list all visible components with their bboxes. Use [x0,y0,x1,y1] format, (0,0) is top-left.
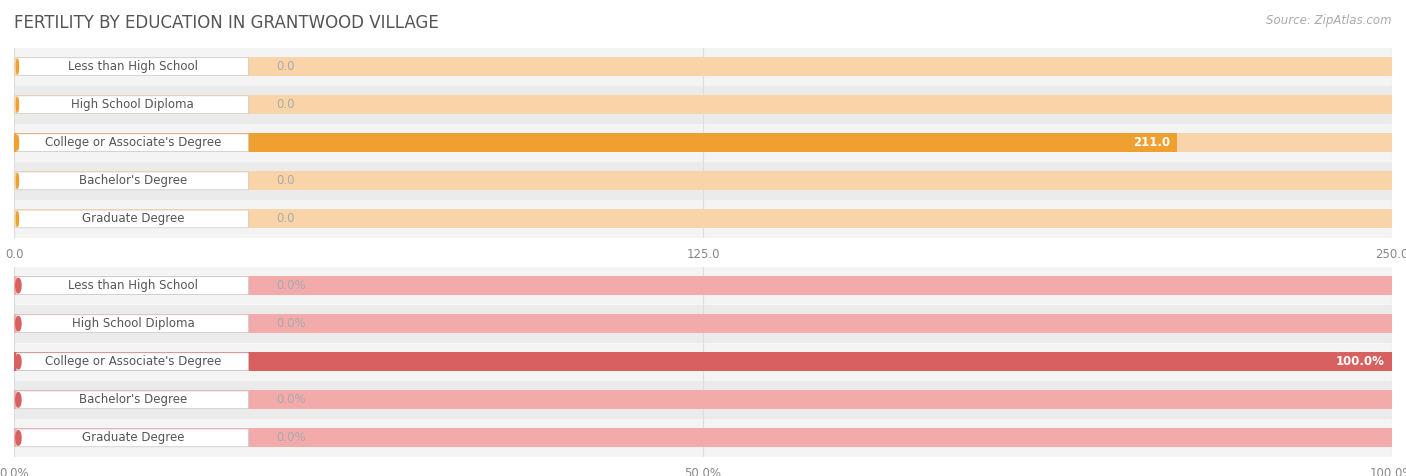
Text: College or Associate's Degree: College or Associate's Degree [45,355,222,368]
Circle shape [15,431,21,445]
Bar [14,171,1392,190]
Bar [14,419,1392,457]
FancyBboxPatch shape [17,96,249,114]
Bar [14,209,1392,228]
Bar [14,428,1392,447]
Bar [14,305,1392,343]
Bar [14,162,1392,200]
Text: 0.0: 0.0 [276,60,294,73]
Text: 0.0: 0.0 [276,98,294,111]
Bar [14,343,1392,381]
Text: Bachelor's Degree: Bachelor's Degree [79,393,187,407]
Text: Less than High School: Less than High School [69,279,198,292]
Text: 0.0%: 0.0% [276,431,305,445]
FancyBboxPatch shape [17,429,249,447]
Bar [14,381,1392,419]
Text: 0.0%: 0.0% [276,393,305,407]
FancyBboxPatch shape [17,391,249,409]
Bar [14,124,1392,162]
Bar [14,133,1177,152]
Circle shape [15,355,21,369]
Circle shape [15,317,21,331]
Circle shape [17,212,18,226]
Text: 0.0: 0.0 [276,212,294,226]
Circle shape [17,174,18,188]
Text: Source: ZipAtlas.com: Source: ZipAtlas.com [1267,14,1392,27]
FancyBboxPatch shape [17,172,249,190]
Text: High School Diploma: High School Diploma [72,98,194,111]
Bar [14,276,1392,295]
FancyBboxPatch shape [17,277,249,295]
FancyBboxPatch shape [17,315,249,333]
FancyBboxPatch shape [17,58,249,76]
Bar [14,48,1392,86]
Text: Bachelor's Degree: Bachelor's Degree [79,174,187,188]
FancyBboxPatch shape [17,353,249,371]
Text: College or Associate's Degree: College or Associate's Degree [45,136,221,149]
Circle shape [17,98,18,112]
Bar [14,314,1392,333]
Bar [14,267,1392,305]
Text: High School Diploma: High School Diploma [72,317,194,330]
Circle shape [15,278,21,293]
Circle shape [15,393,21,407]
Text: 0.0%: 0.0% [276,279,305,292]
Circle shape [17,136,18,150]
Bar [14,390,1392,409]
Bar [14,352,1392,371]
Bar [14,57,1392,76]
Text: FERTILITY BY EDUCATION IN GRANTWOOD VILLAGE: FERTILITY BY EDUCATION IN GRANTWOOD VILL… [14,14,439,32]
Text: Graduate Degree: Graduate Degree [82,212,184,226]
Text: Less than High School: Less than High School [67,60,198,73]
Bar [14,200,1392,238]
Text: 211.0: 211.0 [1133,136,1170,149]
Text: Graduate Degree: Graduate Degree [82,431,184,445]
Text: 100.0%: 100.0% [1336,355,1385,368]
Bar [14,95,1392,114]
Text: 0.0%: 0.0% [276,317,305,330]
Bar [14,86,1392,124]
Text: 0.0: 0.0 [276,174,294,188]
Bar [14,352,1392,371]
Bar [14,133,1392,152]
FancyBboxPatch shape [17,134,249,152]
FancyBboxPatch shape [17,210,249,228]
Circle shape [17,60,18,74]
